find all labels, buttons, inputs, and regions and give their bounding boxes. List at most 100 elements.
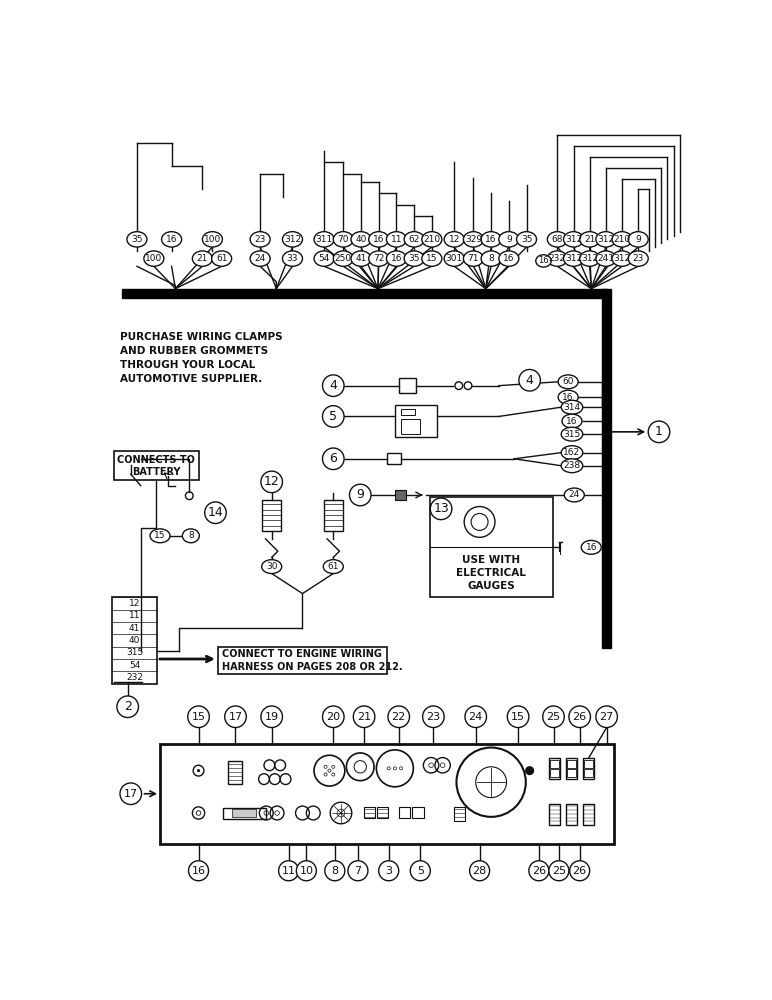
Text: 14: 14 [208, 506, 223, 519]
Text: 315: 315 [126, 648, 144, 657]
Text: 12: 12 [129, 599, 141, 608]
Ellipse shape [536, 255, 551, 267]
Bar [583, 804, 594, 825]
Text: 15: 15 [511, 712, 525, 722]
Bar [549, 758, 560, 779]
Text: 315: 315 [564, 430, 581, 439]
Ellipse shape [334, 232, 354, 247]
Text: 21: 21 [584, 235, 595, 244]
Ellipse shape [351, 232, 371, 247]
Ellipse shape [580, 232, 600, 247]
Text: 16: 16 [562, 393, 574, 402]
Bar [228, 761, 242, 784]
Text: 4: 4 [330, 379, 337, 392]
Text: 301: 301 [445, 254, 462, 263]
Circle shape [596, 706, 618, 728]
Text: 72: 72 [373, 254, 384, 263]
Ellipse shape [150, 529, 170, 543]
Ellipse shape [463, 232, 483, 247]
Circle shape [648, 421, 670, 443]
Text: CONNECT TO ENGINE WIRING
HARNESS ON PAGES 208 OR 212.: CONNECT TO ENGINE WIRING HARNESS ON PAGE… [222, 649, 402, 672]
Text: 15: 15 [191, 712, 205, 722]
Circle shape [526, 767, 533, 774]
Bar [113, 451, 198, 480]
Bar [223, 808, 266, 819]
Text: 12: 12 [264, 475, 279, 488]
Ellipse shape [481, 232, 501, 247]
Text: 70: 70 [337, 235, 349, 244]
Bar [378, 807, 388, 818]
Circle shape [422, 706, 444, 728]
Text: 23: 23 [255, 235, 266, 244]
Ellipse shape [499, 232, 519, 247]
Ellipse shape [628, 232, 648, 247]
Text: 19: 19 [265, 712, 279, 722]
Ellipse shape [314, 251, 334, 266]
Text: 2: 2 [124, 700, 132, 713]
Bar [567, 769, 576, 777]
Text: 232: 232 [549, 254, 566, 263]
Text: 162: 162 [564, 448, 581, 457]
Text: 16: 16 [486, 235, 497, 244]
Text: 21: 21 [197, 254, 208, 263]
Ellipse shape [547, 251, 567, 266]
Text: 68: 68 [552, 235, 563, 244]
Text: 312: 312 [565, 235, 582, 244]
Circle shape [350, 484, 371, 506]
Ellipse shape [463, 251, 483, 266]
Circle shape [120, 783, 141, 805]
Text: 61: 61 [327, 562, 339, 571]
Bar [584, 760, 593, 768]
Text: 5: 5 [417, 866, 424, 876]
Text: 35: 35 [408, 254, 420, 263]
Ellipse shape [558, 390, 578, 404]
Ellipse shape [596, 251, 616, 266]
Text: 61: 61 [216, 254, 228, 263]
Text: 13: 13 [433, 502, 449, 515]
Text: 22: 22 [391, 712, 406, 722]
Text: 250: 250 [335, 254, 352, 263]
Text: 100: 100 [204, 235, 221, 244]
Circle shape [354, 706, 375, 728]
Text: 5: 5 [330, 410, 337, 423]
Bar [395, 405, 437, 437]
Text: 25: 25 [552, 866, 566, 876]
Bar [160, 744, 615, 844]
Ellipse shape [404, 232, 424, 247]
Text: 16: 16 [166, 235, 178, 244]
Ellipse shape [127, 232, 147, 247]
Text: 60: 60 [562, 377, 574, 386]
Circle shape [469, 861, 489, 881]
Text: 54: 54 [318, 254, 330, 263]
Ellipse shape [422, 232, 442, 247]
Text: 9: 9 [357, 488, 364, 501]
Text: 12: 12 [449, 235, 460, 244]
Text: 16: 16 [566, 417, 577, 426]
Ellipse shape [283, 251, 303, 266]
Ellipse shape [334, 251, 354, 266]
Ellipse shape [561, 446, 583, 460]
Bar [583, 758, 594, 779]
Bar [602, 289, 611, 648]
Ellipse shape [351, 251, 371, 266]
Ellipse shape [192, 251, 212, 266]
Circle shape [570, 861, 590, 881]
Text: 71: 71 [468, 254, 479, 263]
Bar [411, 807, 424, 818]
Circle shape [325, 861, 345, 881]
Text: 24: 24 [569, 490, 580, 499]
Bar [429, 497, 553, 597]
Text: 40: 40 [355, 235, 367, 244]
Circle shape [379, 861, 398, 881]
Circle shape [205, 502, 226, 523]
Ellipse shape [202, 232, 222, 247]
Text: 16: 16 [503, 254, 515, 263]
Text: 17: 17 [229, 712, 242, 722]
Ellipse shape [387, 232, 406, 247]
Text: CONNECTS TO
BATTERY: CONNECTS TO BATTERY [117, 455, 195, 477]
Text: 26: 26 [573, 866, 587, 876]
Ellipse shape [250, 251, 270, 266]
Bar [112, 597, 157, 684]
Circle shape [261, 706, 283, 728]
Text: USE WITH
ELECTRICAL
GAUGES: USE WITH ELECTRICAL GAUGES [456, 555, 526, 591]
